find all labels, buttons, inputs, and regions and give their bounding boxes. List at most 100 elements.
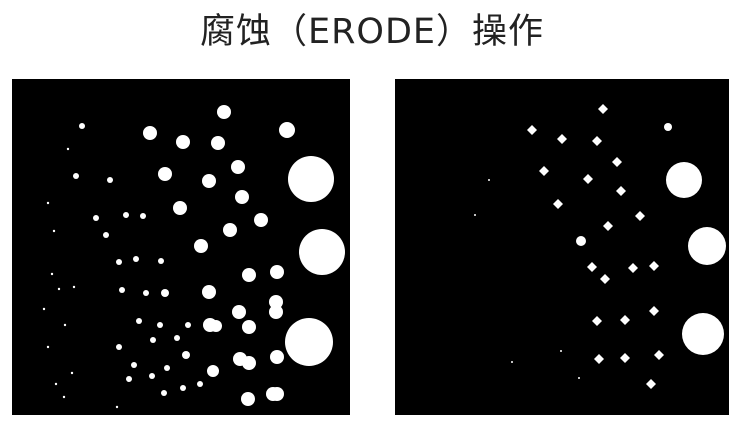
original-blob <box>217 105 231 119</box>
original-blob <box>116 344 122 350</box>
original-blob <box>299 229 345 275</box>
eroded-speck <box>560 350 562 352</box>
original-blob <box>210 320 222 332</box>
eroded-blob <box>646 379 656 389</box>
eroded-blob <box>576 236 586 246</box>
eroded-blob <box>594 354 604 364</box>
original-blob <box>123 212 129 218</box>
eroded-blob <box>612 157 622 167</box>
eroded-blob <box>649 306 659 316</box>
original-blob <box>73 173 79 179</box>
eroded-blob <box>620 315 630 325</box>
eroded-blob <box>583 174 593 184</box>
original-blob <box>269 295 283 309</box>
eroded-speck <box>578 377 580 379</box>
original-speck <box>54 382 58 386</box>
original-blob <box>242 320 256 334</box>
eroded-large-blob <box>682 313 724 355</box>
original-blob <box>164 365 170 371</box>
original-blob <box>126 376 132 382</box>
eroded-blob <box>557 134 567 144</box>
original-blob <box>232 305 246 319</box>
original-blob <box>242 356 256 370</box>
original-blob <box>158 167 172 181</box>
eroded-image <box>474 104 726 389</box>
eroded-blob <box>654 350 664 360</box>
original-blob <box>149 373 155 379</box>
original-blob <box>207 365 219 377</box>
original-blob <box>197 381 203 387</box>
original-blob <box>231 160 245 174</box>
eroded-blob <box>600 274 610 284</box>
original-blob <box>241 392 255 406</box>
original-speck <box>52 229 56 233</box>
original-blob <box>131 362 137 368</box>
original-blob <box>211 136 225 150</box>
original-blob <box>269 305 283 319</box>
eroded-blob <box>592 136 602 146</box>
original-blob <box>182 351 190 359</box>
original-speck <box>57 287 61 291</box>
original-blob <box>185 322 191 328</box>
eroded-blob <box>635 211 645 221</box>
original-blob <box>136 318 142 324</box>
original-blob <box>158 258 164 264</box>
eroded-blob <box>553 199 563 209</box>
original-blob <box>180 385 186 391</box>
original-blob <box>288 156 334 202</box>
original-blob <box>150 337 156 343</box>
page-title: 腐蚀（ERODE）操作 <box>199 12 545 52</box>
original-blob <box>279 122 295 138</box>
original-blob <box>161 289 169 297</box>
original-speck <box>50 272 54 276</box>
eroded-blob <box>587 262 597 272</box>
original-blob <box>270 350 284 364</box>
original-speck <box>63 323 67 327</box>
original-blob <box>202 285 216 299</box>
original-blob <box>270 265 284 279</box>
original-blob <box>140 213 146 219</box>
eroded-blob <box>628 263 638 273</box>
eroded-blob <box>603 221 613 231</box>
eroded-blob <box>598 104 608 114</box>
original-blob <box>143 126 157 140</box>
original-image <box>42 105 345 409</box>
eroded-large-blob <box>666 162 702 198</box>
original-blob <box>235 190 249 204</box>
original-image-panel <box>12 79 350 415</box>
original-speck <box>46 345 50 349</box>
original-blob <box>254 213 268 227</box>
eroded-speck <box>488 179 490 181</box>
original-speck <box>66 147 70 151</box>
original-blob <box>223 223 237 237</box>
eroded-speck <box>474 214 476 216</box>
eroded-blob <box>649 261 659 271</box>
eroded-blob <box>620 353 630 363</box>
eroded-large-blob <box>688 227 726 265</box>
original-blob <box>266 387 280 401</box>
original-speck <box>62 395 66 399</box>
original-blob <box>116 259 122 265</box>
original-speck <box>115 405 119 409</box>
original-blob <box>202 174 216 188</box>
original-blob <box>157 322 163 328</box>
original-speck <box>46 201 50 205</box>
original-blob <box>173 201 187 215</box>
eroded-blob <box>539 166 549 176</box>
original-blob <box>161 390 167 396</box>
original-blob <box>174 335 180 341</box>
original-blob <box>242 268 256 282</box>
original-blob <box>285 318 333 366</box>
original-speck <box>72 285 76 289</box>
original-blob <box>133 256 139 262</box>
eroded-image-panel <box>395 79 729 415</box>
original-blob <box>93 215 99 221</box>
original-blob <box>79 123 85 129</box>
eroded-blob <box>527 125 537 135</box>
original-blob <box>119 287 125 293</box>
original-blob <box>107 177 113 183</box>
eroded-speck <box>511 361 513 363</box>
original-blob <box>194 239 208 253</box>
original-blob <box>176 135 190 149</box>
original-speck <box>42 307 46 311</box>
